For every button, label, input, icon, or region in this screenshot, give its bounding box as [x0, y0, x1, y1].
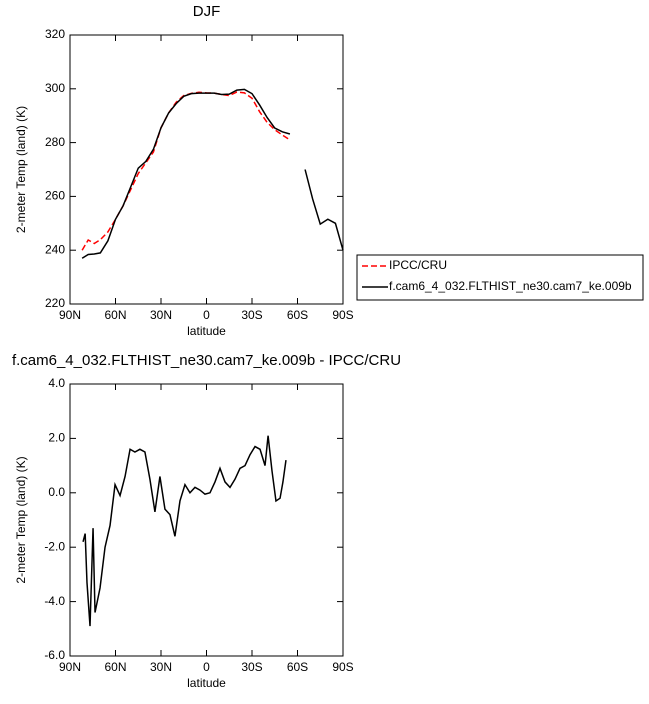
x-tick-label: 0 [203, 660, 210, 674]
y-axis-label: 2-meter Temp (land) (K) [14, 456, 28, 583]
legend-box [356, 254, 644, 301]
y-tick-label: 260 [45, 189, 65, 203]
y-tick-label: -4.0 [44, 594, 65, 608]
chart-title: f.cam6_4_032.FLTHIST_ne30.cam7_ke.009b -… [12, 352, 401, 369]
data-line [82, 435, 287, 627]
x-tick-label: 30S [241, 660, 262, 674]
x-tick-label: 30N [150, 660, 172, 674]
y-axis-label: 2-meter Temp (land) (K) [14, 106, 28, 233]
y-tick-label: 2.0 [48, 431, 65, 445]
chart-title: DJF [193, 3, 221, 20]
y-tick-label: 220 [45, 296, 65, 310]
x-tick-label: 90S [332, 660, 353, 674]
x-tick-label: 60N [104, 660, 126, 674]
legend-label: IPCC/CRU [389, 258, 447, 272]
y-tick-label: -2.0 [44, 539, 65, 553]
data-line [81, 91, 291, 251]
x-axis-label: latitude [187, 676, 226, 690]
data-line [81, 88, 344, 259]
y-tick-label: 300 [45, 81, 65, 95]
y-tick-label: 280 [45, 135, 65, 149]
plot-frame [69, 34, 344, 305]
y-tick-label: 4.0 [48, 376, 65, 390]
x-tick-label: 90S [332, 308, 353, 322]
x-tick-label: 90N [59, 660, 81, 674]
x-tick-label: 60S [287, 308, 308, 322]
y-tick-label: 240 [45, 242, 65, 256]
x-axis-label: latitude [187, 324, 226, 338]
x-tick-label: 30S [241, 308, 262, 322]
x-tick-label: 60N [104, 308, 126, 322]
y-tick-label: -6.0 [44, 648, 65, 662]
legend-label: f.cam6_4_032.FLTHIST_ne30.cam7_ke.009b [389, 279, 632, 293]
y-tick-label: 0.0 [48, 485, 65, 499]
x-tick-label: 60S [287, 660, 308, 674]
x-tick-label: 30N [150, 308, 172, 322]
y-tick-label: 320 [45, 27, 65, 41]
x-tick-label: 90N [59, 308, 81, 322]
x-tick-label: 0 [203, 308, 210, 322]
